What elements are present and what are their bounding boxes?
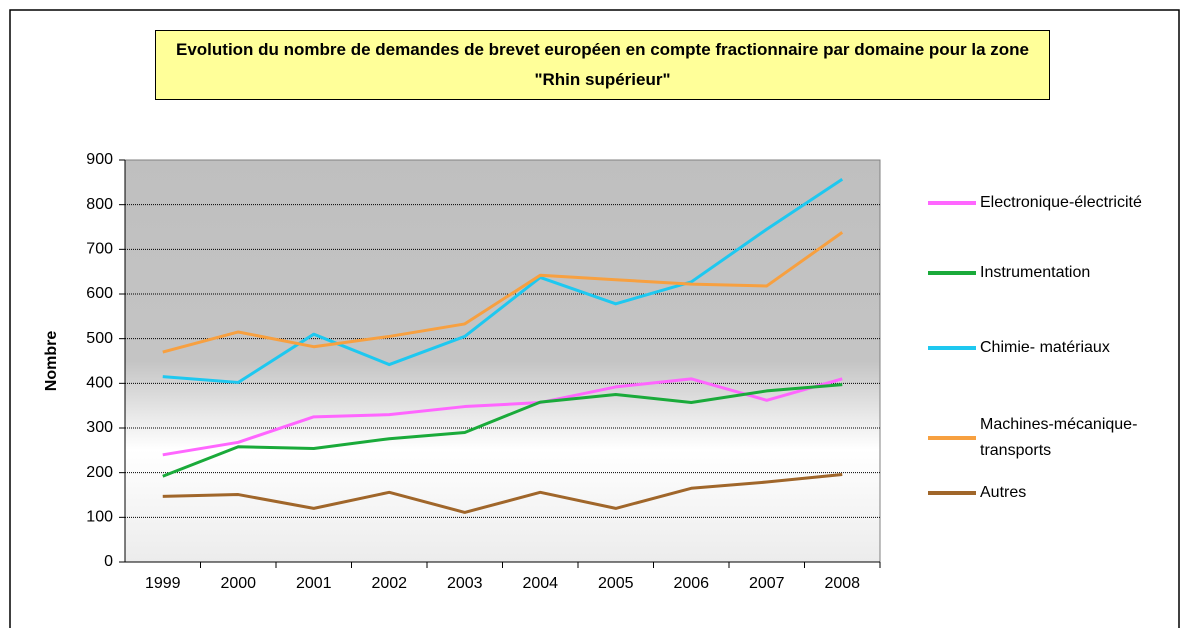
legend-label: Autres <box>980 484 1027 501</box>
y-axis-label: Nombre <box>43 331 60 392</box>
x-tick-label: 2003 <box>447 575 483 592</box>
legend-label: Instrumentation <box>980 264 1091 281</box>
x-tick-label: 2006 <box>673 575 709 592</box>
legend-item: Electronique-électricité <box>928 190 1188 216</box>
legend-label: Chimie- matériaux <box>980 339 1110 356</box>
series-line <box>162 231 844 354</box>
x-tick-label: 2005 <box>598 575 634 592</box>
y-tick-label: 400 <box>86 375 113 392</box>
x-tick-label: 2008 <box>824 575 860 592</box>
y-tick-label: 200 <box>86 464 113 481</box>
chart-title: Evolution du nombre de demandes de breve… <box>155 30 1050 100</box>
legend-swatch <box>928 436 976 440</box>
legend-swatch <box>928 201 976 205</box>
x-tick-label: 2001 <box>296 575 332 592</box>
legend-item: Instrumentation <box>928 260 1188 286</box>
legend-swatch <box>928 346 976 350</box>
series-line <box>162 377 843 457</box>
y-tick-label: 100 <box>86 509 113 526</box>
x-tick-label: 1999 <box>145 575 181 592</box>
x-tick-label: 2007 <box>749 575 785 592</box>
y-tick-label: 500 <box>86 330 113 347</box>
series-line <box>162 472 843 514</box>
series-line <box>162 383 843 478</box>
y-tick-label: 600 <box>86 285 113 302</box>
y-tick-label: 700 <box>86 241 113 258</box>
series-line <box>162 177 844 384</box>
legend-item: Chimie- matériaux <box>928 335 1188 361</box>
legend-swatch <box>928 271 976 275</box>
legend-label: Electronique-électricité <box>980 194 1142 211</box>
legend-item: Machines-mécanique-transports <box>928 412 1188 464</box>
y-tick-label: 300 <box>86 419 113 436</box>
x-tick-label: 2000 <box>220 575 256 592</box>
chart-border <box>9 9 1180 628</box>
x-tick-label: 2002 <box>371 575 407 592</box>
y-tick-label: 0 <box>104 553 113 570</box>
y-tick-label: 800 <box>86 196 113 213</box>
legend-swatch <box>928 491 976 495</box>
x-tick-label: 2004 <box>522 575 558 592</box>
y-tick-label: 900 <box>86 151 113 168</box>
legend-label: Machines-mécanique-transports <box>980 416 1138 459</box>
legend-item: Autres <box>928 480 1188 506</box>
